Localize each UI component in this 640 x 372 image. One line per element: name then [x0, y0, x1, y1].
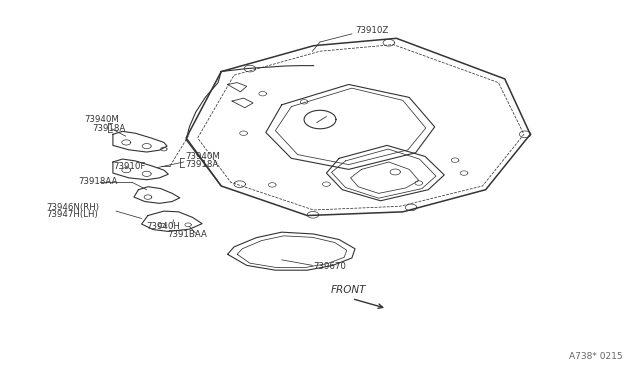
Text: 73940H: 73940H [147, 222, 180, 231]
Text: 73918A: 73918A [93, 124, 126, 132]
Text: 73940M: 73940M [84, 115, 119, 124]
Text: 73918AA: 73918AA [78, 177, 117, 186]
Text: 73918A: 73918A [185, 160, 218, 169]
Text: 739670: 739670 [314, 262, 346, 270]
Text: 73940M: 73940M [185, 152, 220, 161]
Text: 73946N(RH): 73946N(RH) [46, 202, 99, 212]
Text: 73947H(LH): 73947H(LH) [46, 210, 98, 219]
Text: 7391BAA: 7391BAA [167, 230, 207, 239]
Text: 73910Z: 73910Z [355, 26, 388, 35]
Text: 73910F: 73910F [113, 162, 145, 171]
Text: FRONT: FRONT [331, 285, 366, 295]
Text: A738* 0215: A738* 0215 [569, 352, 623, 361]
